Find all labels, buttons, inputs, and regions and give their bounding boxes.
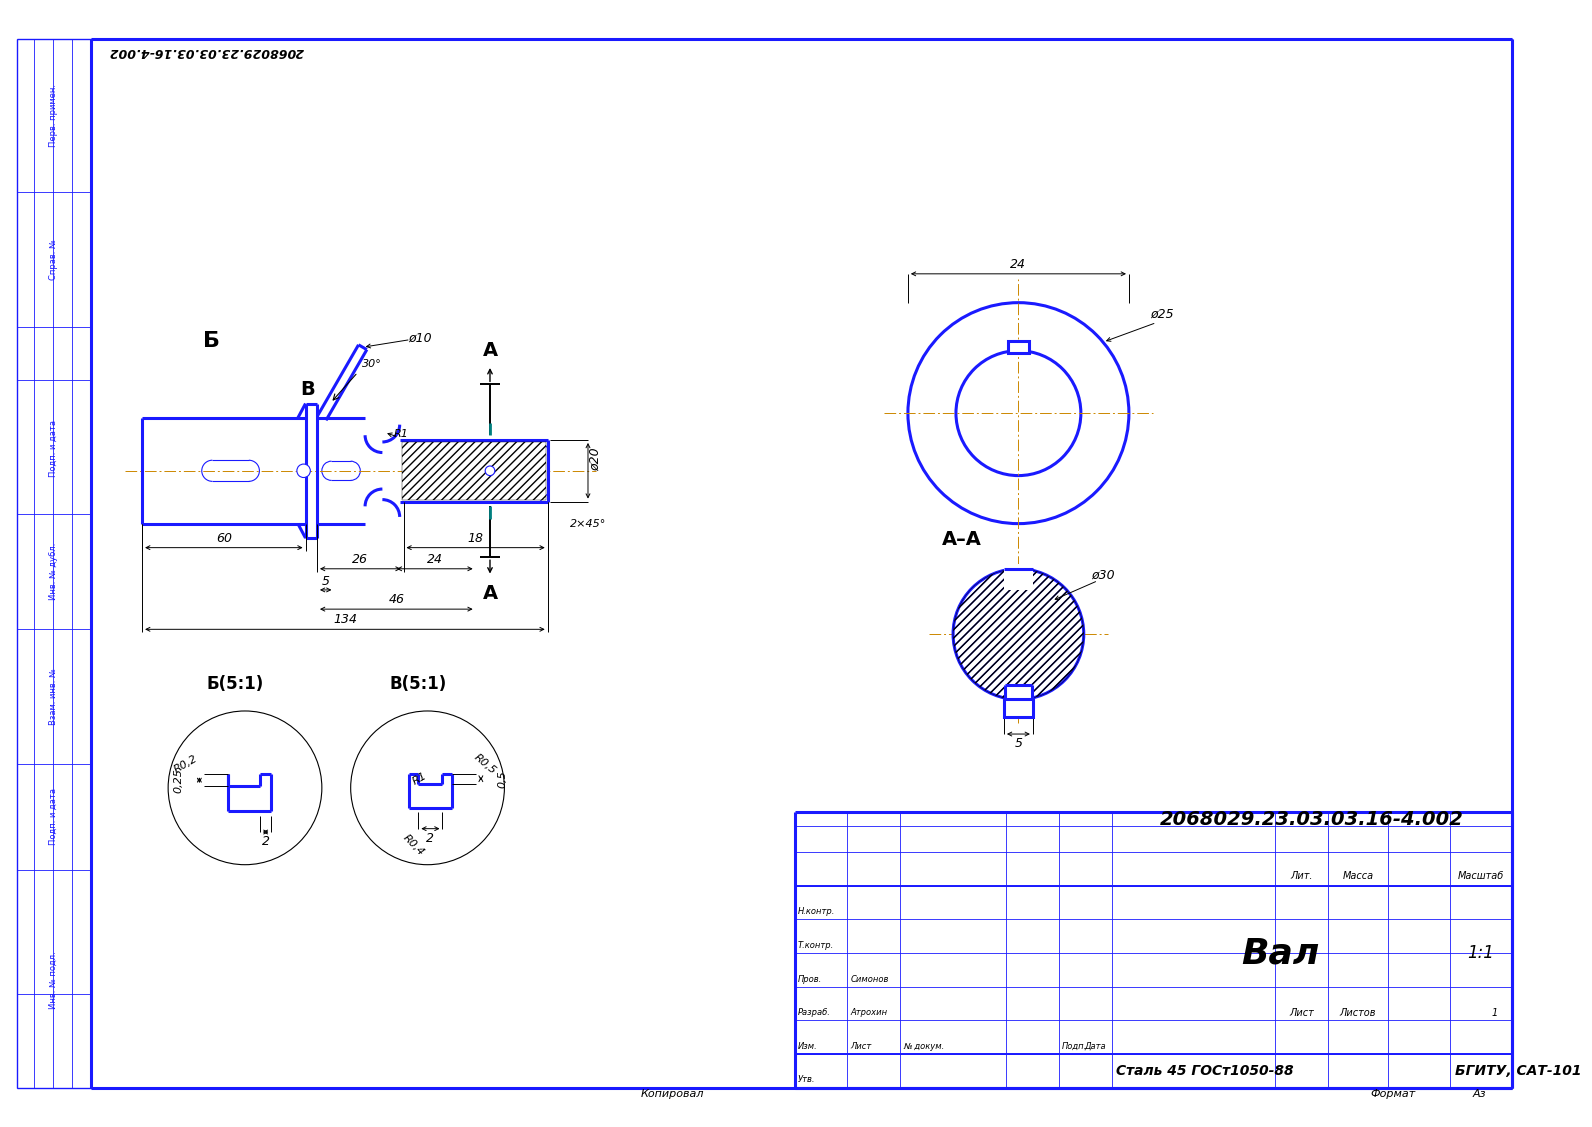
Text: 24: 24 (1011, 258, 1027, 270)
Text: ø10: ø10 (409, 331, 431, 344)
Text: А: А (482, 341, 498, 361)
Text: Взам. инв. №: Взам. инв. № (49, 668, 59, 725)
Text: Подп.: Подп. (1062, 1041, 1087, 1050)
Text: 46: 46 (388, 593, 404, 606)
Text: В(5:1): В(5:1) (390, 675, 447, 693)
Text: R0,5: R0,5 (473, 752, 498, 775)
Text: Изм.: Изм. (798, 1041, 817, 1050)
Text: 1: 1 (1492, 1008, 1498, 1018)
Text: Пров.: Пров. (798, 975, 821, 984)
Text: 30°: 30° (363, 360, 382, 370)
Circle shape (486, 465, 495, 476)
Text: 0,25: 0,25 (174, 767, 183, 792)
Text: В: В (299, 380, 315, 399)
Text: 24: 24 (427, 552, 443, 566)
Text: ø30: ø30 (1092, 569, 1114, 582)
Text: № докум.: № докум. (903, 1041, 944, 1050)
Polygon shape (1008, 341, 1028, 353)
Text: 2×45°: 2×45° (570, 518, 607, 529)
Text: Дата: Дата (1084, 1041, 1106, 1050)
Text: 2068029.23.03.03.16-4.002: 2068029.23.03.03.16-4.002 (1161, 809, 1465, 828)
Text: 60: 60 (217, 532, 232, 544)
Text: Утв.: Утв. (798, 1075, 815, 1084)
Text: ø25: ø25 (1151, 308, 1173, 320)
Text: Разраб.: Разраб. (798, 1009, 831, 1018)
Text: Н.контр.: Н.контр. (798, 907, 834, 916)
Text: Лист: Лист (1290, 1008, 1313, 1018)
Text: Сталь 45 ГОСт1050-88: Сталь 45 ГОСт1050-88 (1116, 1064, 1294, 1077)
Text: Перв. примен.: Перв. примен. (49, 83, 59, 147)
Text: Подп. и дата: Подп. и дата (49, 420, 59, 477)
Text: Листов: Листов (1340, 1008, 1377, 1018)
Text: 2: 2 (427, 832, 435, 845)
Bar (401, 442, 546, 499)
Text: R1: R1 (395, 429, 409, 440)
Text: Б(5:1): Б(5:1) (207, 675, 264, 693)
Text: Справ. №: Справ. № (49, 239, 59, 279)
Text: Вал: Вал (1242, 937, 1320, 970)
Text: R0,4: R0,4 (401, 833, 425, 858)
Text: А–А: А–А (941, 531, 981, 550)
Text: Масса: Масса (1342, 871, 1374, 881)
Text: Инв. № подл.: Инв. № подл. (49, 951, 59, 1009)
Circle shape (296, 464, 310, 478)
Text: Подп. и дата: Подп. и дата (49, 788, 59, 845)
Text: 5: 5 (322, 575, 330, 588)
Text: А: А (482, 584, 498, 603)
Text: Формат: Формат (1371, 1090, 1415, 1099)
Text: Б: Б (202, 331, 220, 352)
Text: БГИТУ, САТ-101: БГИТУ, САТ-101 (1455, 1064, 1581, 1077)
Circle shape (954, 569, 1084, 700)
Text: 134: 134 (333, 613, 357, 627)
Bar (1008, 341, 1028, 353)
Text: Лит.: Лит. (1290, 871, 1313, 881)
Text: 1:1: 1:1 (1468, 944, 1495, 962)
Text: 5: 5 (1014, 737, 1022, 751)
Text: 2068029.23.03.03.16-4.002: 2068029.23.03.03.16-4.002 (108, 45, 304, 59)
Text: ø20: ø20 (589, 447, 602, 471)
Text: Атрохин: Атрохин (850, 1009, 887, 1018)
Text: Копировал: Копировал (642, 1090, 704, 1099)
Bar (1005, 685, 1032, 702)
Text: 18: 18 (468, 532, 484, 544)
Text: Масштаб: Масштаб (1458, 871, 1504, 881)
Text: Лист: Лист (850, 1041, 871, 1050)
Text: Аз: Аз (1473, 1090, 1487, 1099)
Bar (1005, 564, 1033, 589)
Text: Т.контр.: Т.контр. (798, 941, 834, 950)
Text: 2: 2 (261, 835, 269, 849)
Text: R1: R1 (411, 770, 428, 787)
Text: Симонов: Симонов (850, 975, 888, 984)
Text: R0,2: R0,2 (172, 753, 199, 774)
Text: 26: 26 (352, 552, 368, 566)
Text: 0,5: 0,5 (497, 770, 506, 788)
Text: Инв. № дубл.: Инв. № дубл. (49, 543, 59, 601)
Bar (1005, 700, 1033, 717)
